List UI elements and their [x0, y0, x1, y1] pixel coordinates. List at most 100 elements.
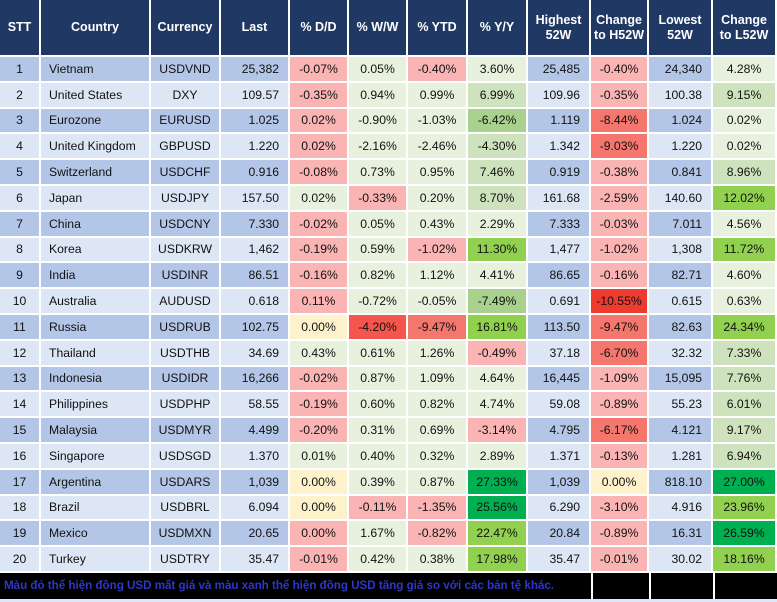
- cell-h52: 86.65: [528, 263, 591, 290]
- cell-dd: -0.02%: [290, 366, 349, 393]
- cell-chg_h: -10.55%: [591, 289, 649, 315]
- cell-last: 1.220: [221, 134, 290, 161]
- cell-stt: 7: [0, 211, 41, 238]
- cell-dd: 0.00%: [290, 314, 349, 341]
- cell-last: 20.65: [221, 521, 290, 548]
- cell-stt: 18: [0, 495, 41, 522]
- cell-l52: 82.71: [649, 263, 713, 290]
- cell-dd: 0.00%: [290, 495, 349, 522]
- cell-last: 6.094: [221, 495, 290, 522]
- cell-ww: 0.73%: [349, 160, 408, 186]
- cell-ww: 0.87%: [349, 366, 408, 393]
- table-row: 17 Argentina USDARS 1,039 0.00% 0.39% 0.87% 27.…: [0, 469, 777, 496]
- cell-currency: USDTHB: [151, 340, 221, 367]
- cell-stt: 15: [0, 418, 41, 444]
- cell-ytd: 0.82%: [408, 392, 468, 419]
- cell-country: China: [41, 211, 151, 238]
- cell-l52: 1.281: [649, 443, 713, 470]
- cell-stt: 4: [0, 134, 41, 161]
- cell-last: 16,266: [221, 366, 290, 393]
- cell-ytd: -1.35%: [408, 495, 468, 522]
- column-header-ww: % W/W: [349, 0, 408, 57]
- cell-ww: -0.90%: [349, 108, 408, 135]
- cell-last: 102.75: [221, 314, 290, 341]
- cell-yy: 4.41%: [468, 263, 528, 290]
- cell-ytd: -2.46%: [408, 134, 468, 161]
- cell-yy: 16.81%: [468, 314, 528, 341]
- table-row: 5 Switzerland USDCHF 0.916 -0.08% 0.73% 0.95% 7…: [0, 160, 777, 186]
- cell-h52: 4.795: [528, 418, 591, 444]
- cell-stt: 8: [0, 237, 41, 264]
- cell-chg_l: 23.96%: [713, 495, 777, 522]
- cell-chg_h: -0.13%: [591, 443, 649, 470]
- cell-chg_l: 0.02%: [713, 108, 777, 135]
- table-row: 6 Japan USDJPY 157.50 0.02% -0.33% 0.20% 8.70% 1…: [0, 185, 777, 212]
- cell-currency: USDBRL: [151, 495, 221, 522]
- cell-chg_l: 7.33%: [713, 340, 777, 367]
- cell-chg_l: 12.02%: [713, 185, 777, 212]
- cell-country: United Kingdom: [41, 134, 151, 161]
- cell-dd: 0.02%: [290, 108, 349, 135]
- cell-yy: -3.14%: [468, 418, 528, 444]
- cell-chg_l: 18.16%: [713, 547, 777, 573]
- cell-dd: 0.11%: [290, 289, 349, 315]
- cell-ww: -0.33%: [349, 185, 408, 212]
- cell-ww: 0.82%: [349, 263, 408, 290]
- cell-dd: -0.20%: [290, 418, 349, 444]
- cell-dd: 0.00%: [290, 469, 349, 496]
- cell-ww: 0.60%: [349, 392, 408, 419]
- cell-chg_h: -0.16%: [591, 263, 649, 290]
- cell-l52: 55.23: [649, 392, 713, 419]
- cell-last: 0.916: [221, 160, 290, 186]
- cell-l52: 24,340: [649, 57, 713, 83]
- cell-chg_h: -1.09%: [591, 366, 649, 393]
- cell-h52: 20.84: [528, 521, 591, 548]
- cell-stt: 6: [0, 185, 41, 212]
- table-row: 15 Malaysia USDMYR 4.499 -0.20% 0.31% 0.69% -3.…: [0, 418, 777, 444]
- cell-yy: -7.49%: [468, 289, 528, 315]
- table-footer: Màu đỏ thể hiện đồng USD mất giá và màu …: [0, 572, 777, 602]
- column-header-last: Last: [221, 0, 290, 57]
- cell-l52: 32.32: [649, 340, 713, 367]
- table-row: 9 India USDINR 86.51 -0.16% 0.82% 1.12% 4.41% 86…: [0, 263, 777, 290]
- cell-last: 86.51: [221, 263, 290, 290]
- cell-l52: 4.916: [649, 495, 713, 522]
- cell-l52: 15,095: [649, 366, 713, 393]
- table-row: 4 United Kingdom GBPUSD 1.220 0.02% -2.16% -2.…: [0, 134, 777, 161]
- cell-ytd: 0.87%: [408, 469, 468, 496]
- cell-country: Switzerland: [41, 160, 151, 186]
- cell-dd: -0.07%: [290, 57, 349, 83]
- cell-last: 109.57: [221, 82, 290, 109]
- cell-chg_h: -3.10%: [591, 495, 649, 522]
- cell-yy: 2.29%: [468, 211, 528, 238]
- cell-stt: 16: [0, 443, 41, 470]
- cell-yy: 25.56%: [468, 495, 528, 522]
- cell-stt: 17: [0, 469, 41, 496]
- cell-h52: 1,039: [528, 469, 591, 496]
- cell-h52: 25,485: [528, 57, 591, 83]
- cell-l52: 7.011: [649, 211, 713, 238]
- cell-country: India: [41, 263, 151, 290]
- table-row: 18 Brazil USDBRL 6.094 0.00% -0.11% -1.35% 25.5…: [0, 495, 777, 522]
- cell-currency: USDINR: [151, 263, 221, 290]
- cell-dd: 0.43%: [290, 340, 349, 367]
- cell-chg_h: -0.89%: [591, 521, 649, 548]
- cell-currency: USDSGD: [151, 443, 221, 470]
- cell-ww: 0.59%: [349, 237, 408, 264]
- cell-last: 1.370: [221, 443, 290, 470]
- cell-chg_h: -0.03%: [591, 211, 649, 238]
- cell-last: 1,462: [221, 237, 290, 264]
- cell-country: Russia: [41, 314, 151, 341]
- cell-dd: -0.19%: [290, 392, 349, 419]
- footer-cell: [713, 572, 777, 599]
- cell-h52: 37.18: [528, 340, 591, 367]
- column-header-chg_h: Change to H52W: [591, 0, 649, 57]
- cell-stt: 1: [0, 57, 41, 83]
- cell-dd: -0.08%: [290, 160, 349, 186]
- cell-currency: USDVND: [151, 57, 221, 83]
- cell-ww: 0.31%: [349, 418, 408, 444]
- cell-h52: 7.333: [528, 211, 591, 238]
- cell-stt: 20: [0, 547, 41, 573]
- cell-ytd: 0.99%: [408, 82, 468, 109]
- cell-last: 7.330: [221, 211, 290, 238]
